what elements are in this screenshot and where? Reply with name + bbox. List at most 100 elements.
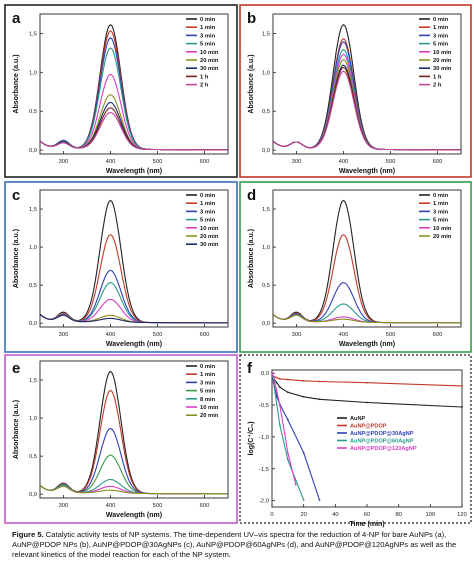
panel-frame (4, 354, 238, 524)
legend-label: 20 min (200, 413, 219, 419)
y-axis-label: Absorbance (a.u.) (248, 54, 255, 113)
panel-letter: b (247, 10, 256, 27)
legend-label: 1 min (200, 25, 216, 31)
data-point (366, 401, 368, 404)
panel-c: c 300 400 500 600 0,0 0,5 1,0 1,5 Wavelength (nm)… (4, 181, 238, 353)
panel-a: a 300 400 500 600 0,0 0,5 1,0 1,5 Wavelength (nm)… (4, 4, 238, 178)
plot-area (39, 13, 229, 155)
data-point (302, 451, 305, 454)
x-tick-label: 300 (59, 503, 69, 509)
legend-label: 1 min (433, 201, 449, 207)
x-tick-label: 500 (153, 332, 163, 338)
legend-label: 5 min (200, 42, 216, 48)
y-tick-label: -1,5 (259, 467, 269, 473)
data-point (272, 376, 275, 379)
data-point (275, 395, 278, 398)
data-point (272, 381, 275, 384)
y-tick-label: 0,0 (261, 371, 269, 377)
legend-label: 10 min (200, 405, 219, 411)
y-tick-label: 0,5 (29, 283, 37, 289)
legend-label: 5 min (433, 218, 449, 224)
y-tick-label: 1,5 (29, 207, 37, 213)
data-point (318, 380, 321, 383)
legend-label: 3 min (200, 209, 216, 215)
x-tick-label: 600 (200, 159, 210, 165)
y-tick-label: -1,0 (259, 435, 269, 441)
data-point (275, 403, 278, 406)
y-tick-label: 1,5 (29, 378, 37, 384)
x-tick-label: 400 (106, 159, 116, 165)
y-tick-label: 0,0 (29, 492, 37, 498)
x-tick-label: 400 (106, 503, 116, 509)
legend-label: 30 min (200, 66, 219, 72)
legend-label: 0 min (433, 17, 449, 23)
y-tick-label: 0,0 (29, 321, 37, 327)
x-axis-label: Wavelength (nm) (106, 512, 162, 519)
panel-letter: c (12, 187, 20, 204)
x-tick-label: 600 (200, 332, 210, 338)
panel-frame (4, 4, 238, 178)
data-point (294, 483, 297, 486)
legend-label: 1 h (200, 74, 209, 80)
y-axis-label: Absorbance (a.u.) (13, 400, 20, 459)
panel-frame (239, 354, 472, 524)
panel-letter: f (247, 360, 253, 377)
legend-label: 5 min (200, 218, 216, 224)
legend-label: AuNP@PDOP@120AgNP (350, 446, 417, 452)
data-point (318, 398, 321, 401)
legend-label: 20 min (433, 58, 452, 64)
data-point (366, 381, 368, 384)
plot-area (272, 13, 462, 155)
legend-label: 2 h (200, 83, 209, 89)
figure-caption: Figure 5. Catalytic activity tests of NP… (12, 530, 462, 560)
plot-area (39, 189, 229, 328)
x-tick-label: 500 (386, 332, 396, 338)
x-tick-label: 600 (433, 159, 443, 165)
y-tick-label: 0,0 (262, 321, 270, 327)
y-axis-label: Absorbance (a.u.) (248, 229, 255, 288)
x-tick-label: 80 (395, 512, 401, 518)
legend-label: 3 min (200, 380, 216, 386)
legend-label: 1 min (200, 201, 216, 207)
series-line (273, 70, 461, 151)
panel-letter: e (12, 360, 20, 377)
data-point (302, 499, 305, 501)
data-point (283, 432, 286, 435)
x-axis-label: Wavelength (nm) (106, 168, 162, 175)
y-axis-label: Absorbance (a.u.) (13, 54, 20, 113)
x-tick-label: 20 (300, 512, 306, 518)
data-point (279, 424, 281, 427)
caption-text: Catalytic activity tests of NP systems. … (12, 530, 457, 559)
panel-d: d 300 400 500 600 0,0 0,5 1,0 1,5 Wavelength (nm)… (239, 181, 472, 353)
x-axis-label: Wavelength (nm) (339, 168, 395, 175)
series-line (40, 30, 228, 151)
x-axis-label: Time (min) (349, 521, 384, 528)
x-tick-label: 500 (386, 159, 396, 165)
x-tick-label: 100 (425, 512, 435, 518)
legend-label: 10 min (200, 226, 219, 232)
y-tick-label: -0,5 (259, 403, 269, 409)
legend-label: 0 min (433, 193, 449, 199)
y-tick-label: 1,0 (262, 245, 270, 251)
x-tick-label: 500 (153, 503, 163, 509)
data-point (286, 458, 289, 461)
panel-b: b 300 400 500 600 0,0 0,5 1,0 1,5 Wavelength (nm)… (239, 4, 472, 178)
x-tick-label: 60 (364, 512, 370, 518)
legend-label: 1 h (433, 74, 442, 80)
data-point (302, 395, 305, 398)
legend-label: 10 min (433, 50, 452, 56)
legend-label: 30 min (200, 242, 219, 248)
series-line (273, 48, 461, 151)
data-point (286, 391, 289, 394)
legend-label: AuNP@PDOP@60AgNP (350, 439, 414, 445)
panel-frame (239, 4, 472, 178)
data-point (275, 376, 278, 379)
series-line (272, 373, 305, 501)
legend-label: 5 min (200, 389, 216, 395)
plot-area (39, 360, 229, 499)
x-tick-label: 600 (200, 503, 210, 509)
panel-e: e 300 400 500 600 0,0 0,5 1,0 1,5 Wavelength (nm)… (4, 354, 238, 524)
data-point (275, 390, 278, 392)
x-tick-label: 500 (153, 159, 163, 165)
data-point (279, 378, 281, 380)
